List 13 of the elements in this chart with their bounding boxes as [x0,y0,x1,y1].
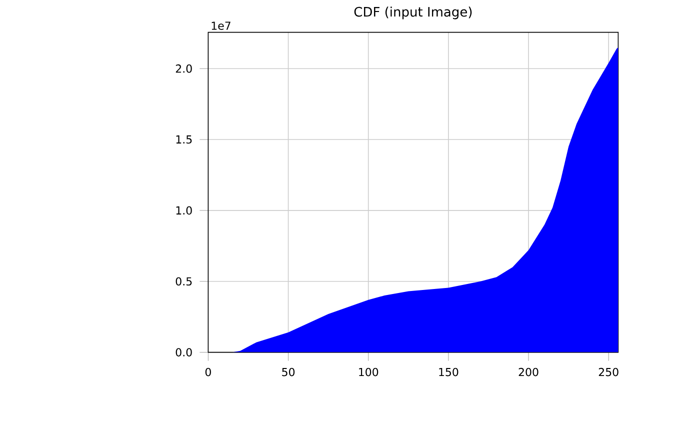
x-tick-label: 250 [598,368,618,376]
y-tick-label: 2.0 [176,64,192,73]
x-tick-label: 50 [282,368,295,376]
y-tick-label: 1.0 [176,206,192,215]
x-tick-label: 200 [518,368,538,376]
y-tick-label: 0.5 [176,277,192,286]
x-tick-label: 100 [359,368,378,376]
x-tick-label: 0 [205,368,211,376]
y-tick-label: 1.5 [176,136,192,144]
x-tick-label: 150 [439,368,458,376]
chart-title: CDF (input Image) [354,6,472,20]
text: 1e7 [212,22,230,30]
y-tick-label: 0.0 [176,348,192,357]
